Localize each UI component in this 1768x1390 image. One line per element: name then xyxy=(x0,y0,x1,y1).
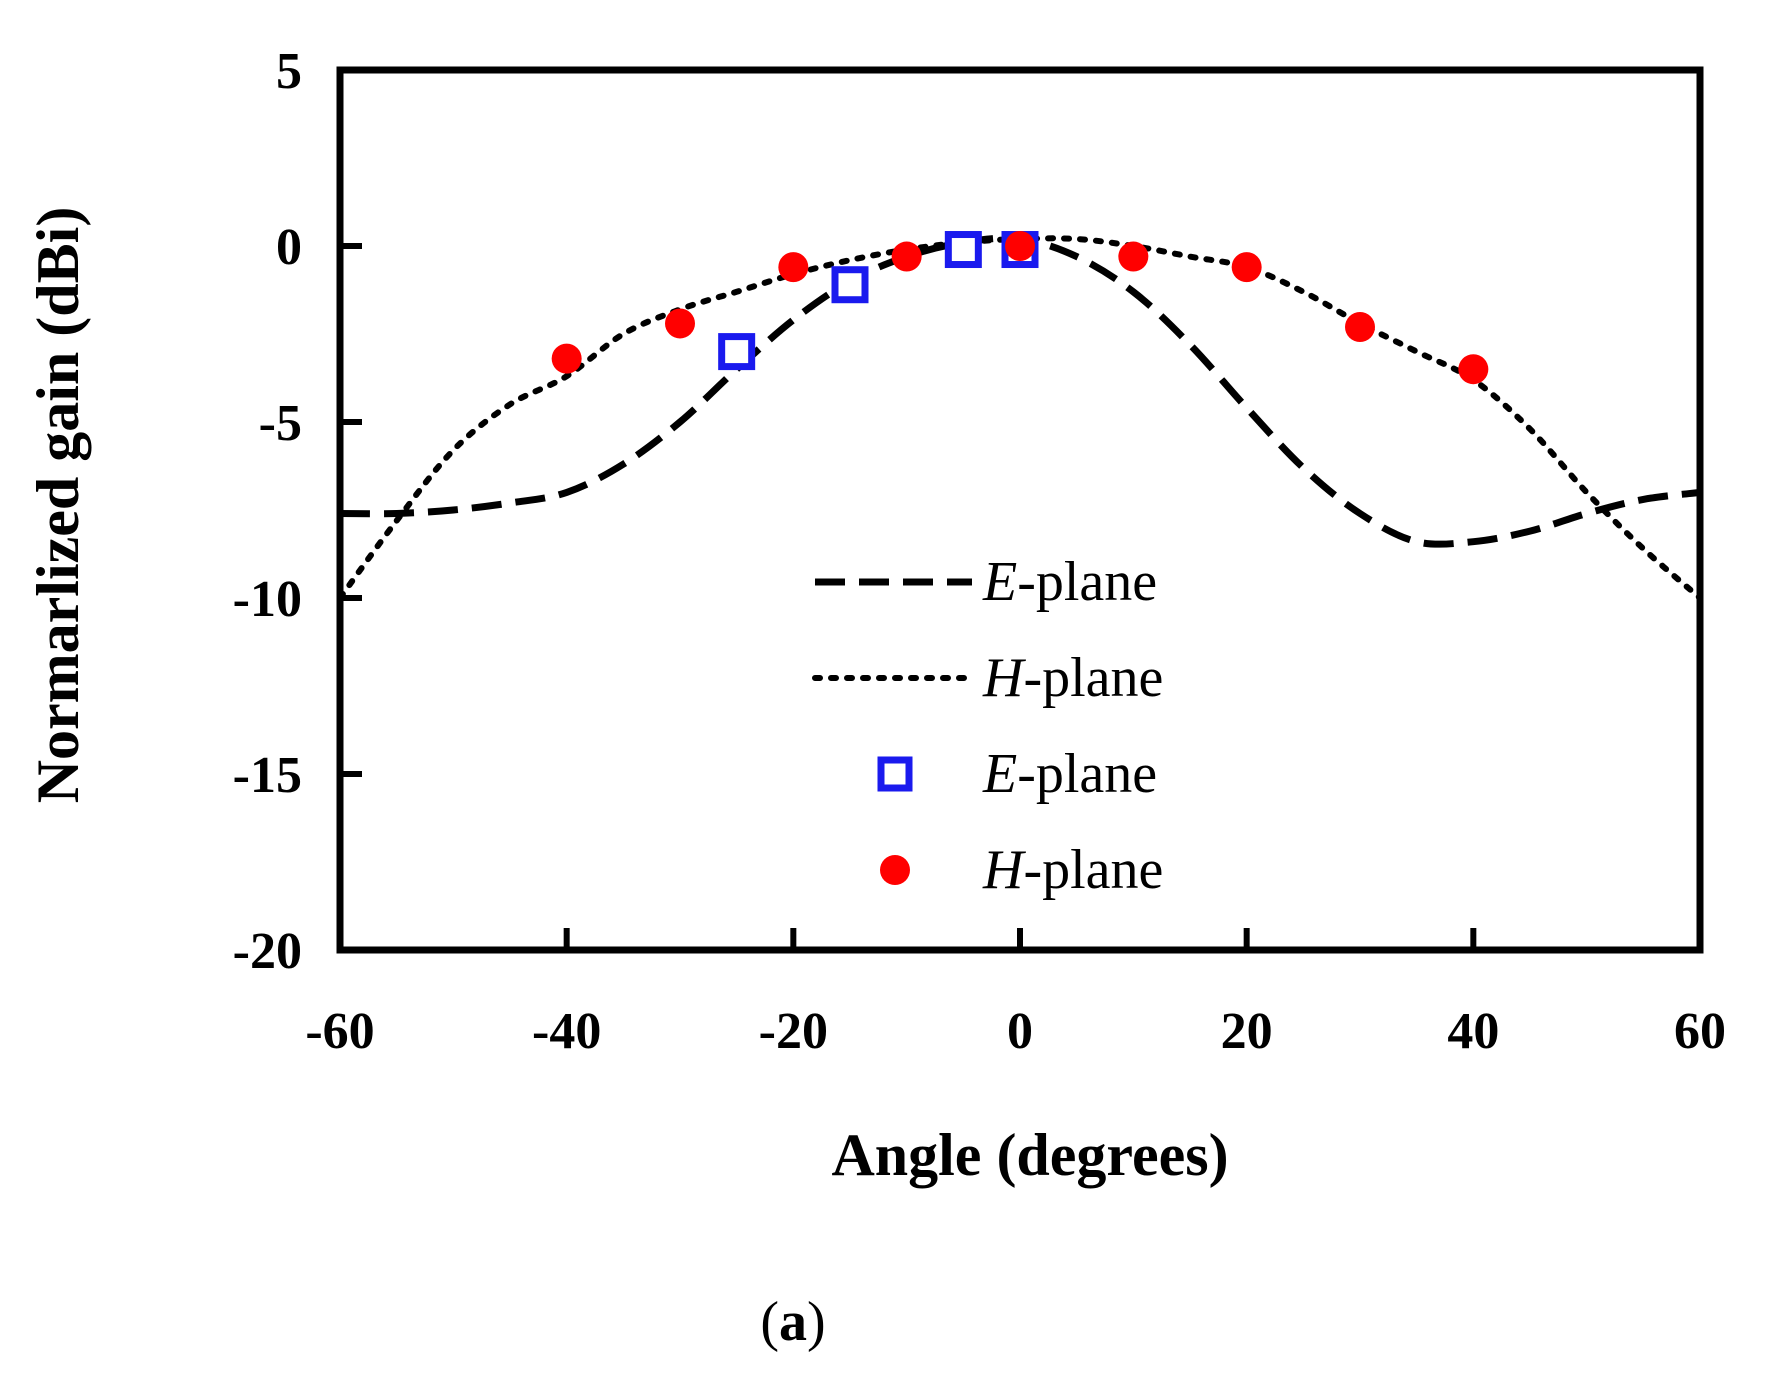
x-tick-label: 60 xyxy=(1674,1003,1726,1060)
h-plane-measured-point xyxy=(551,343,582,374)
y-tick-label: -5 xyxy=(259,395,302,452)
x-axis-ticks: -60 -40 -20 0 20 40 60 xyxy=(305,928,1726,1060)
x-axis-title: Angle (degrees) xyxy=(831,1122,1228,1188)
e-plane-measured-point xyxy=(831,266,869,304)
y-tick-label: -15 xyxy=(233,747,302,804)
e-plane-measured-point xyxy=(944,231,982,269)
series-layer xyxy=(337,231,1703,601)
legend-label-rest: -plane xyxy=(1023,647,1163,709)
legend-label-italic: H xyxy=(982,839,1026,901)
x-tick-label: -60 xyxy=(305,1003,374,1060)
legend-swatch-h-plane-measured xyxy=(880,855,910,885)
x-tick-label: 0 xyxy=(1007,1003,1033,1060)
y-tick-label: 0 xyxy=(276,219,302,276)
h-plane-measured-point xyxy=(1005,231,1035,261)
x-tick-label: 20 xyxy=(1221,1003,1273,1060)
x-tick-label: 40 xyxy=(1447,1003,1499,1060)
h-plane-measured-point xyxy=(1118,241,1149,272)
x-tick-label: -40 xyxy=(532,1003,601,1060)
h-plane-measured-point xyxy=(1345,311,1375,342)
legend-label-h-plane-simulated: H-plane xyxy=(982,647,1163,709)
h-plane-measured-point xyxy=(665,308,695,339)
plot-area xyxy=(336,66,1704,954)
x-tick-label: -20 xyxy=(759,1003,828,1060)
h-plane-measured-point xyxy=(1231,252,1262,283)
legend-swatch-e-plane-measured xyxy=(877,756,913,792)
h-plane-simulated-line xyxy=(337,235,1703,601)
legend-label-e-plane-measured: E-plane xyxy=(982,743,1157,805)
legend-label-h-plane-measured: H-plane xyxy=(982,839,1163,901)
y-axis-title: Normarlized gain (dBi) xyxy=(25,207,91,804)
y-axis-ticks: 5 0 -5 -10 -15 -20 xyxy=(233,43,362,980)
legend-label-italic: E xyxy=(982,743,1017,805)
legend-label-rest: -plane xyxy=(1023,839,1163,901)
legend-label-rest: -plane xyxy=(1017,551,1157,613)
h-plane-measured-point xyxy=(778,252,809,283)
y-tick-label: 5 xyxy=(276,43,302,100)
e-plane-simulated-line xyxy=(339,234,1701,548)
legend-label-italic: E xyxy=(982,551,1017,613)
y-tick-label: -10 xyxy=(233,571,302,628)
legend-label-rest: -plane xyxy=(1017,743,1157,805)
legend-label-italic: H xyxy=(982,647,1026,709)
e-plane-measured-point xyxy=(718,333,756,371)
legend-label-e-plane-simulated: E-plane xyxy=(982,551,1157,613)
h-plane-measured-point xyxy=(1458,354,1489,385)
panel-label: (a) xyxy=(760,1291,825,1353)
h-plane-measured-point xyxy=(891,241,922,272)
y-tick-label: -20 xyxy=(233,923,302,980)
plot-frame xyxy=(336,66,1704,954)
